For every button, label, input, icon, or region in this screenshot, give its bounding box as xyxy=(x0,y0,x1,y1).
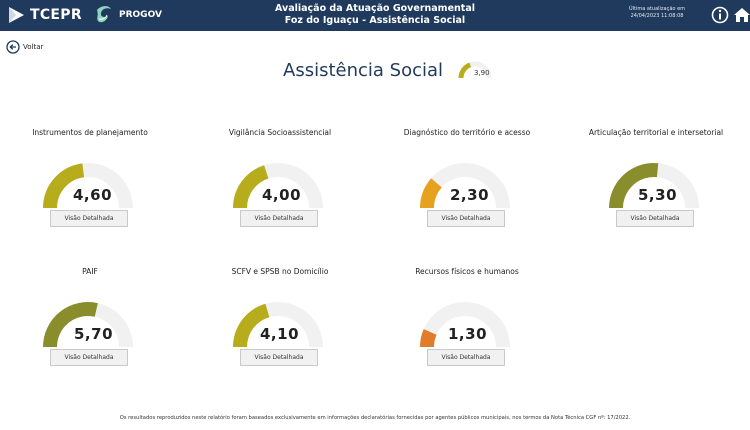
card-scfv-spsb: SCFV e SPSB no Domicílio 4,10 Visão Deta… xyxy=(190,267,370,397)
home-icon[interactable] xyxy=(733,6,750,24)
detailed-view-button[interactable]: Visão Detalhada xyxy=(50,349,128,366)
card-diagnostico-territorio: Diagnóstico do território e acesso 2,30 … xyxy=(377,128,557,258)
card-paif: PAIF 5,70 Visão Detalhada xyxy=(0,267,180,397)
score-value: 4,00 xyxy=(262,186,302,204)
last-update-timestamp: 24/04/2023 11:08:08 xyxy=(630,13,684,19)
score-value: 1,30 xyxy=(448,325,488,343)
tcepr-brand[interactable]: TCEPR xyxy=(6,5,82,25)
disclaimer-footer: Os resultados reproduzidos neste relatór… xyxy=(119,415,631,421)
back-label: Voltar xyxy=(23,43,44,51)
card-title: PAIF xyxy=(82,267,98,276)
score-value: 5,70 xyxy=(74,325,114,343)
card-vigilancia-socioassistencial: Vigilância Socioassistencial 4,00 Visão … xyxy=(190,128,370,258)
card-recursos-fisicos-humanos: Recursos físicos e humanos 1,30 Visão De… xyxy=(377,267,557,397)
play-arrow-logo-icon xyxy=(9,7,24,23)
gauge-fill xyxy=(420,329,437,348)
brand-name: TCEPR xyxy=(30,7,82,23)
score-value: 5,30 xyxy=(638,186,678,204)
detailed-view-button[interactable]: Visão Detalhada xyxy=(240,349,318,366)
gauge-fill xyxy=(420,178,443,209)
last-update: Última atualização em 24/04/2023 11:08:0… xyxy=(617,6,697,20)
card-title: SCFV e SPSB no Domicílio xyxy=(231,267,329,276)
overall-score-gauge xyxy=(458,61,492,79)
card-title: Instrumentos de planejamento xyxy=(32,128,148,137)
page-title: Assistência Social xyxy=(283,60,444,81)
info-icon[interactable] xyxy=(711,6,729,24)
progov-brand: PROGOV xyxy=(93,4,162,26)
report-title: Avaliação da Atuação Governamental Foz d… xyxy=(250,3,500,27)
card-instrumentos-planejamento: Instrumentos de planejamento 4,60 Visão … xyxy=(0,128,180,258)
detailed-view-button[interactable]: Visão Detalhada xyxy=(50,210,128,227)
detailed-view-button[interactable]: Visão Detalhada xyxy=(427,210,505,227)
report-title-line1: Avaliação da Atuação Governamental xyxy=(274,3,475,14)
top-header: TCEPR PROGOV Avaliação da Atuação Govern… xyxy=(0,0,750,31)
last-update-label: Última atualização em xyxy=(628,6,686,12)
back-button[interactable]: Voltar xyxy=(6,40,43,54)
overall-gauge-fill xyxy=(458,62,472,79)
score-value: 2,30 xyxy=(450,186,490,204)
card-title: Recursos físicos e humanos xyxy=(415,267,519,276)
arrow-left-circle-icon xyxy=(6,40,20,54)
score-value: 4,10 xyxy=(260,325,300,343)
card-title: Articulação territorial e intersetorial xyxy=(588,128,724,137)
report-title-line2: Foz do Iguaçu - Assistência Social xyxy=(284,15,466,26)
score-value: 4,60 xyxy=(73,186,113,204)
overall-score-value: 3,90 xyxy=(474,69,490,77)
detailed-view-button[interactable]: Visão Detalhada xyxy=(616,210,694,227)
card-title: Diagnóstico do território e acesso xyxy=(403,128,531,137)
partner-name: PROGOV xyxy=(119,10,162,20)
detailed-view-button[interactable]: Visão Detalhada xyxy=(240,210,318,227)
card-articulacao-territorial: Articulação territorial e intersetorial … xyxy=(566,128,746,258)
detailed-view-button[interactable]: Visão Detalhada xyxy=(427,349,505,366)
card-title: Vigilância Socioassistencial xyxy=(228,128,332,137)
swirl-logo-icon xyxy=(97,6,111,23)
